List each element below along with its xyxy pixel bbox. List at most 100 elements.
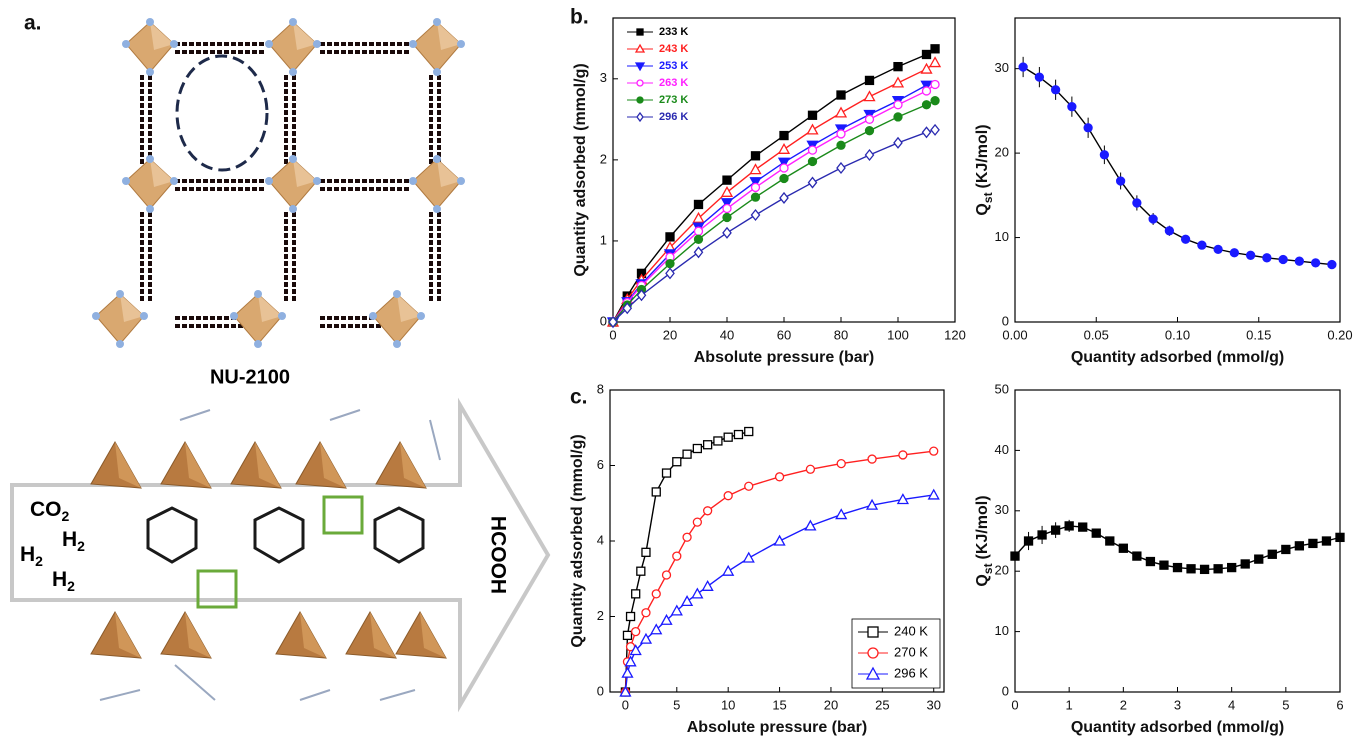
y-tick-label: 40 (995, 442, 1009, 457)
x-tick-label: 0.15 (1246, 327, 1271, 342)
marker (744, 553, 754, 562)
marker (652, 488, 660, 496)
x-tick-label: 5 (1282, 697, 1289, 712)
panel-label: b. (570, 6, 589, 29)
marker (809, 178, 817, 188)
marker (1133, 199, 1141, 207)
marker (1247, 251, 1255, 259)
marker (805, 521, 815, 530)
x-tick-label: 0.20 (1327, 327, 1352, 342)
plot-frame (1015, 390, 1340, 692)
marker (1149, 215, 1157, 223)
marker (1025, 537, 1033, 545)
text: 2 (77, 538, 85, 554)
marker (894, 101, 902, 109)
text: 2 (62, 508, 70, 524)
y-tick-label: 0 (1002, 313, 1009, 328)
marker (1328, 261, 1336, 269)
marker (637, 113, 643, 121)
x-tick-label: 3 (1174, 697, 1181, 712)
marker (899, 451, 907, 459)
marker (808, 125, 818, 134)
text: H (62, 528, 77, 551)
legend-label: 270 K (894, 644, 928, 659)
h2-label: H2 (52, 568, 75, 594)
marker (837, 130, 845, 138)
marker (1100, 151, 1108, 159)
marker (775, 536, 785, 545)
series-line (1023, 67, 1332, 265)
marker (1079, 523, 1087, 531)
marker (682, 596, 692, 605)
x-tick-label: 0 (622, 697, 629, 712)
marker (752, 152, 760, 160)
marker (693, 518, 701, 526)
x-axis-label: Absolute pressure (bar) (694, 349, 874, 366)
product-label: HCOOH (486, 516, 509, 594)
marker (1019, 63, 1027, 71)
x-tick-label: 120 (944, 327, 966, 342)
marker (1011, 552, 1019, 560)
marker (809, 146, 817, 154)
marker (1268, 550, 1276, 558)
x-tick-label: 2 (1120, 697, 1127, 712)
marker (1174, 564, 1182, 572)
marker (780, 175, 788, 183)
marker (931, 45, 939, 53)
marker (1214, 565, 1222, 573)
marker (809, 157, 817, 165)
series-line (1015, 526, 1340, 569)
marker (1038, 531, 1046, 539)
x-tick-label: 0 (1011, 697, 1018, 712)
marker (930, 447, 938, 455)
marker (723, 228, 731, 238)
marker (809, 111, 817, 119)
marker (868, 627, 878, 637)
marker (1035, 73, 1043, 81)
y-axis-label-unit: (KJ/mol) (974, 495, 991, 559)
marker (673, 458, 681, 466)
y-axis-label: Quantity adsorbed (mmol/g) (572, 63, 589, 276)
y-axis-label-main: Q (974, 203, 991, 215)
y-tick-label: 3 (600, 70, 607, 85)
x-tick-label: 80 (834, 327, 848, 342)
y-axis-label-main: Quantity adsorbed (mmol/g) (572, 63, 589, 276)
panel-label: a. (24, 12, 42, 35)
text: H (52, 568, 67, 591)
marker (1146, 558, 1154, 566)
text: H (20, 543, 35, 566)
y-tick-label: 8 (597, 381, 604, 396)
marker (723, 176, 731, 184)
marker (866, 150, 874, 160)
marker (632, 628, 640, 636)
x-tick-label: 0 (609, 327, 616, 342)
marker (923, 101, 931, 109)
marker (1282, 545, 1290, 553)
marker (692, 589, 702, 598)
marker (866, 76, 874, 84)
marker (868, 455, 876, 463)
legend-label: 243 K (659, 43, 688, 55)
marker (1117, 177, 1125, 185)
marker (1322, 537, 1330, 545)
marker (865, 92, 875, 101)
x-tick-label: 0.10 (1165, 327, 1190, 342)
marker (637, 567, 645, 575)
marker (683, 533, 691, 541)
marker (652, 590, 660, 598)
marker (752, 193, 760, 201)
y-axis-label-main: Q (974, 574, 991, 586)
y-tick-label: 1 (600, 232, 607, 247)
marker (666, 260, 674, 268)
y-axis-label: Qst(KJ/mol) (974, 495, 995, 586)
y-tick-label: 10 (995, 229, 1009, 244)
legend-label: 233 K (659, 26, 688, 38)
marker (893, 78, 903, 87)
y-axis-label: Qst(KJ/mol) (974, 124, 995, 215)
series-line (613, 130, 935, 322)
text: CO (30, 498, 62, 521)
marker (632, 590, 640, 598)
marker (837, 460, 845, 468)
marker (1214, 245, 1222, 253)
marker (1230, 249, 1238, 257)
